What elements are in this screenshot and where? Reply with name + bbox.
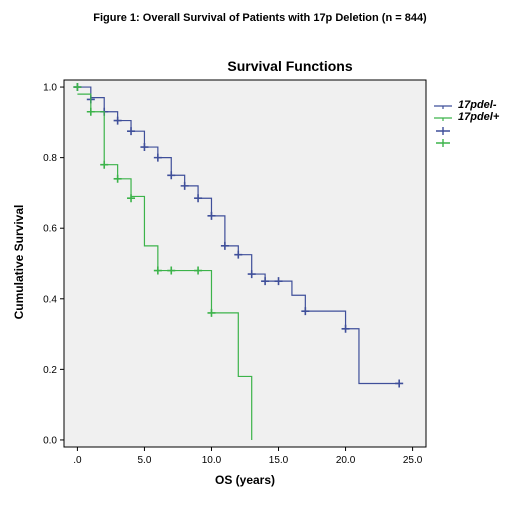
plot-background	[63, 79, 427, 448]
censor-mark	[220, 241, 229, 250]
censor-mark	[113, 174, 122, 183]
y-tick-label: 0.6	[43, 224, 57, 235]
censor-mark	[395, 379, 404, 388]
x-tick-label: 25.0	[403, 455, 423, 466]
censor-mark	[274, 277, 283, 286]
censor-mark	[261, 277, 270, 286]
figure-title: Figure 1: Overall Survival of Patients w…	[93, 12, 427, 24]
censor-mark	[86, 107, 95, 116]
censor-mark	[140, 143, 149, 152]
legend-label: 17pdel-	[458, 99, 497, 111]
x-tick-label: 15.0	[269, 455, 289, 466]
censor-mark	[207, 308, 216, 317]
censor-mark	[73, 83, 82, 92]
censor-mark	[234, 250, 243, 259]
y-tick-label: 1.0	[43, 83, 57, 94]
censor-mark	[341, 324, 350, 333]
survival-curve-series-2	[77, 93, 253, 440]
legend: 17pdel-17pdel+	[434, 99, 500, 147]
censor-mark	[301, 307, 310, 316]
y-tick-label: 0.0	[43, 435, 57, 446]
censor-mark	[153, 153, 162, 162]
censor-mark	[180, 181, 189, 190]
y-axis-title: Cumulative Survival	[12, 205, 26, 320]
censor-mark	[194, 194, 203, 203]
censor-mark	[247, 270, 256, 279]
censor-mark	[167, 171, 176, 180]
series-layer	[73, 83, 404, 440]
x-axis-title: OS (years)	[215, 473, 275, 487]
censor-mark	[100, 160, 109, 169]
censor-mark	[207, 211, 216, 220]
censor-mark	[127, 194, 136, 203]
x-tick-label: 20.0	[336, 455, 356, 466]
censor-mark	[153, 266, 162, 275]
censor-mark	[194, 266, 203, 275]
legend-censor-symbol	[436, 139, 450, 147]
y-tick-label: 0.8	[43, 153, 57, 164]
axis-ticks-layer: .0 5.0 10.0 15.0 20.0 25.0 0.0 0.2 0.4 0.6 0.8 1.0	[43, 83, 423, 466]
y-tick-label: 0.4	[43, 294, 57, 305]
legend-censor-symbol	[436, 127, 450, 135]
x-tick-label: 5.0	[137, 455, 151, 466]
censor-mark	[167, 266, 176, 275]
x-tick-label: 10.0	[202, 455, 222, 466]
censor-mark	[113, 116, 122, 125]
y-tick-label: 0.2	[43, 365, 57, 376]
chart-title: Survival Functions	[227, 58, 352, 74]
censor-mark	[127, 127, 136, 136]
legend-label: 17pdel+	[458, 111, 500, 123]
x-tick-label: .0	[73, 455, 82, 466]
